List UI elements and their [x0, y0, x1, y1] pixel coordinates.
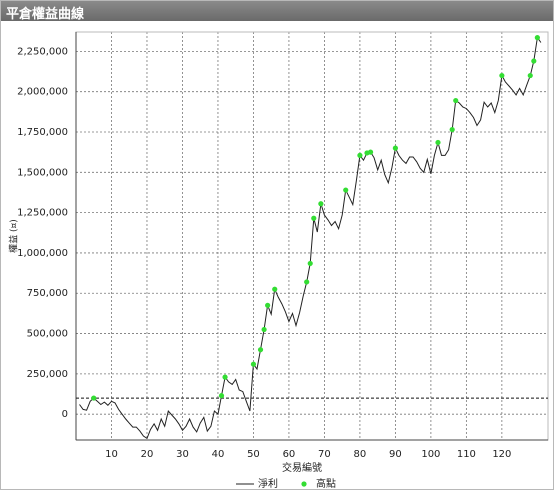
y-tick-label: 750,000 [27, 288, 68, 299]
high-point [222, 374, 228, 380]
x-tick-label: 110 [457, 449, 476, 460]
high-point [449, 126, 455, 133]
high-point [534, 35, 540, 41]
high-point [272, 286, 278, 292]
legend-label: 高點 [316, 477, 336, 490]
x-tick-label: 60 [283, 449, 296, 460]
high-point [311, 215, 317, 221]
high-point [307, 260, 313, 267]
high-point [250, 361, 257, 367]
high-point [257, 347, 264, 353]
x-tick-label: 20 [141, 449, 154, 460]
high-point [218, 393, 225, 399]
high-point [499, 72, 505, 79]
x-tick-label: 90 [389, 449, 402, 460]
y-tick-label: 1,000,000 [17, 248, 68, 259]
high-point [343, 187, 349, 193]
high-point [435, 139, 441, 146]
high-point [453, 97, 459, 104]
high-point [261, 326, 267, 333]
high-point [318, 201, 324, 207]
legend-swatch [301, 481, 307, 487]
high-point [91, 395, 97, 401]
y-tick-label: 2,250,000 [17, 46, 68, 57]
high-point [531, 58, 537, 64]
x-tick-label: 50 [247, 449, 260, 460]
x-tick-label: 40 [212, 449, 225, 460]
y-tick-label: 500,000 [27, 329, 68, 340]
equity-line [79, 36, 542, 440]
y-tick-label: 1,250,000 [17, 208, 68, 219]
y-tick-label: 250,000 [27, 369, 68, 380]
x-tick-label: 10 [105, 449, 118, 460]
x-tick-label: 120 [492, 449, 511, 460]
high-point [304, 279, 310, 285]
legend-label: 淨利 [258, 478, 278, 490]
y-tick-label: 1,750,000 [17, 127, 68, 138]
y-tick-label: 2,000,000 [17, 87, 68, 98]
y-axis-label: 權益 (¤) [8, 219, 20, 253]
y-tick-label: 0 [62, 409, 68, 420]
x-tick-label: 70 [318, 449, 331, 460]
high-point [527, 72, 533, 79]
high-point [367, 149, 374, 155]
high-point [392, 145, 398, 151]
x-tick-label: 100 [421, 449, 440, 460]
high-point [357, 152, 363, 158]
high-point [265, 302, 271, 308]
title-bar: 平倉權益曲線 [1, 1, 553, 22]
x-axis-label: 交易編號 [282, 461, 322, 474]
y-tick-label: 1,500,000 [17, 167, 68, 178]
x-tick-label: 80 [354, 449, 367, 460]
chart-title: 平倉權益曲線 [6, 7, 85, 22]
x-tick-label: 30 [176, 449, 189, 460]
